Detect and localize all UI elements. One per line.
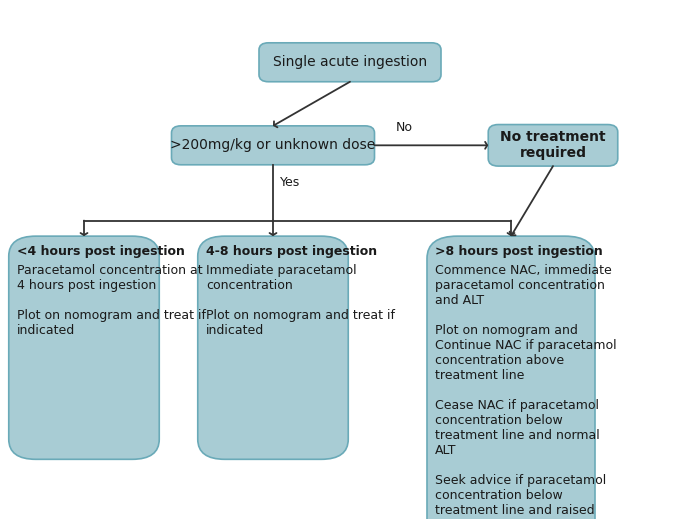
FancyBboxPatch shape (8, 236, 160, 459)
Text: Paracetamol concentration at
4 hours post ingestion

Plot on nomogram and treat : Paracetamol concentration at 4 hours pos… (17, 264, 206, 337)
Text: >8 hours post ingestion: >8 hours post ingestion (435, 245, 603, 258)
FancyBboxPatch shape (489, 125, 617, 166)
Text: Immediate paracetamol
concentration

Plot on nomogram and treat if
indicated: Immediate paracetamol concentration Plot… (206, 264, 395, 337)
Text: No treatment
required: No treatment required (500, 130, 606, 160)
FancyBboxPatch shape (427, 236, 595, 519)
Text: Yes: Yes (280, 176, 300, 189)
Text: Commence NAC, immediate
paracetamol concentration
and ALT

Plot on nomogram and
: Commence NAC, immediate paracetamol conc… (435, 264, 617, 519)
FancyBboxPatch shape (259, 43, 441, 81)
FancyBboxPatch shape (172, 126, 374, 165)
Text: >200mg/kg or unknown dose: >200mg/kg or unknown dose (170, 139, 376, 152)
Text: No: No (395, 121, 412, 134)
Text: Single acute ingestion: Single acute ingestion (273, 56, 427, 69)
Text: 4-8 hours post ingestion: 4-8 hours post ingestion (206, 245, 377, 258)
FancyBboxPatch shape (198, 236, 349, 459)
Text: <4 hours post ingestion: <4 hours post ingestion (17, 245, 185, 258)
